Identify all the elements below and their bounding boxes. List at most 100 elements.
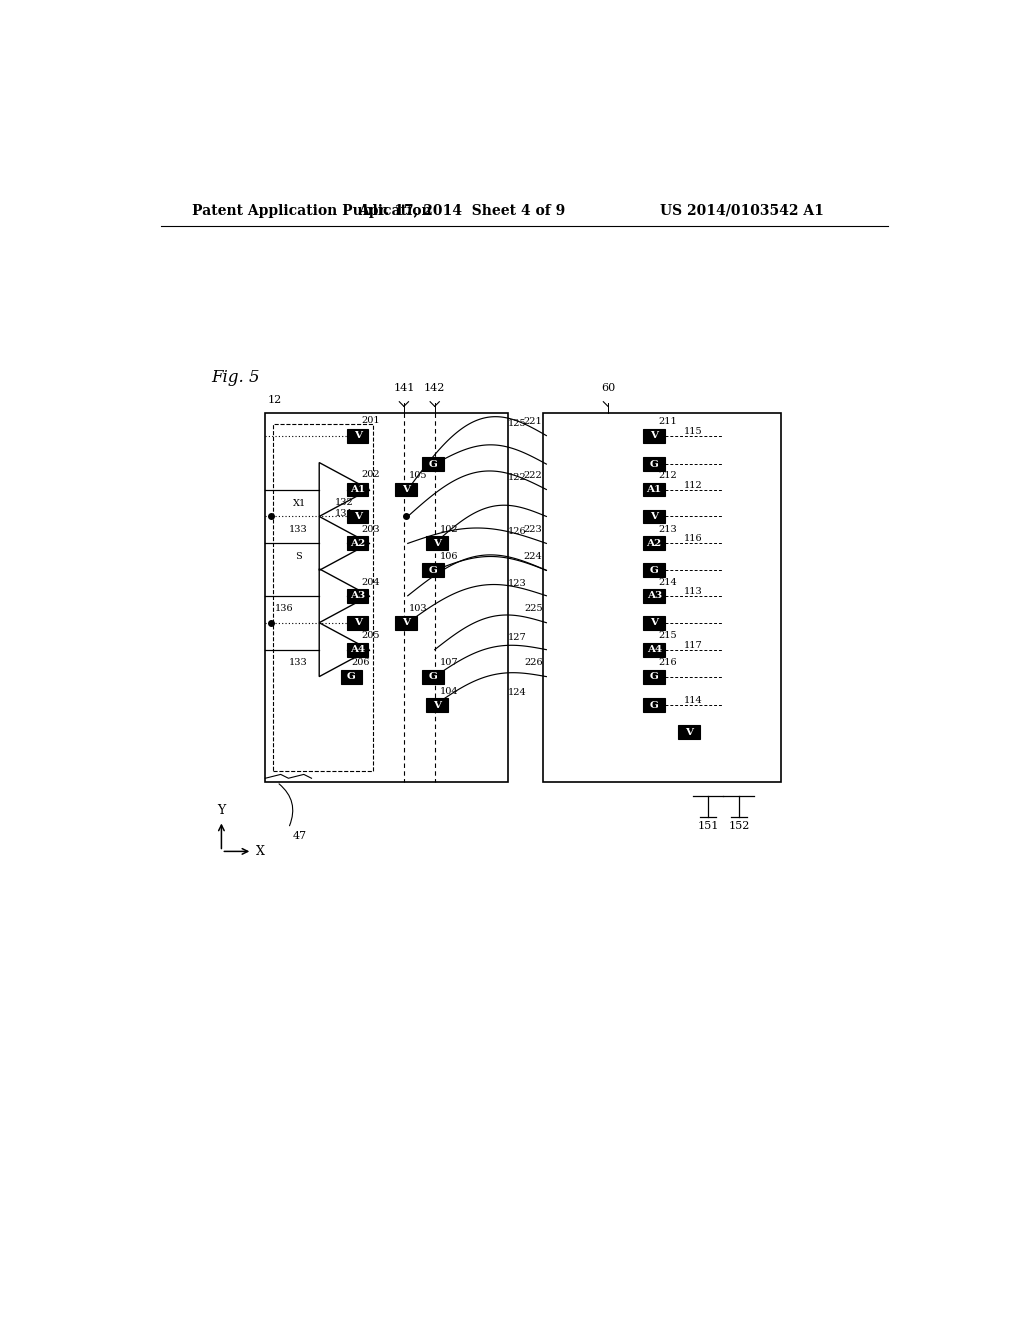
Text: 112: 112 — [683, 480, 702, 490]
Text: A1: A1 — [350, 484, 366, 494]
Bar — [395, 483, 417, 496]
Bar — [273, 424, 373, 771]
Text: V: V — [650, 432, 658, 440]
Text: 133: 133 — [289, 525, 308, 533]
Text: Patent Application Publication: Patent Application Publication — [193, 203, 432, 218]
Bar — [422, 669, 444, 684]
Text: V: V — [433, 701, 441, 710]
Bar — [643, 564, 665, 577]
Text: 211: 211 — [658, 417, 677, 426]
Text: 133: 133 — [289, 659, 308, 667]
Text: 214: 214 — [658, 578, 677, 586]
Text: G: G — [429, 566, 437, 574]
Bar — [426, 536, 447, 550]
Bar — [643, 510, 665, 524]
Text: 221: 221 — [523, 417, 543, 426]
Text: 12: 12 — [267, 395, 282, 405]
Text: V: V — [685, 727, 693, 737]
Bar — [347, 536, 369, 550]
Text: 151: 151 — [697, 821, 719, 830]
Text: 152: 152 — [728, 821, 750, 830]
Text: A2: A2 — [350, 539, 366, 548]
Text: X1: X1 — [293, 499, 306, 508]
Text: 226: 226 — [524, 659, 543, 668]
Text: 102: 102 — [439, 525, 458, 535]
Text: V: V — [353, 512, 361, 521]
Bar — [347, 589, 369, 603]
Bar — [643, 615, 665, 630]
Text: US 2014/0103542 A1: US 2014/0103542 A1 — [659, 203, 823, 218]
Text: Y: Y — [217, 804, 225, 817]
Text: 115: 115 — [683, 426, 702, 436]
Text: V: V — [650, 512, 658, 521]
Text: 106: 106 — [439, 552, 458, 561]
Text: G: G — [429, 672, 437, 681]
Bar — [347, 615, 369, 630]
Text: 213: 213 — [658, 525, 677, 535]
Text: 113: 113 — [683, 587, 702, 595]
FancyArrowPatch shape — [279, 784, 293, 826]
Text: A3: A3 — [646, 591, 662, 601]
Text: 104: 104 — [439, 686, 458, 696]
Text: A4: A4 — [646, 645, 662, 655]
Text: V: V — [353, 618, 361, 627]
Text: 224: 224 — [523, 552, 543, 561]
Text: Apr. 17, 2014  Sheet 4 of 9: Apr. 17, 2014 Sheet 4 of 9 — [358, 203, 565, 218]
Text: G: G — [347, 672, 356, 681]
Text: 136: 136 — [275, 605, 294, 614]
Text: V: V — [402, 484, 411, 494]
Bar — [347, 510, 369, 524]
Text: 103: 103 — [409, 605, 427, 614]
Text: 202: 202 — [361, 470, 380, 479]
Text: V: V — [402, 618, 411, 627]
Text: Fig. 5: Fig. 5 — [211, 368, 260, 385]
Text: A3: A3 — [350, 591, 366, 601]
Text: 107: 107 — [439, 659, 458, 668]
Text: 212: 212 — [658, 471, 677, 480]
Text: 131: 131 — [335, 510, 354, 517]
Text: G: G — [429, 459, 437, 469]
Bar — [643, 483, 665, 496]
Text: 206: 206 — [351, 659, 370, 668]
Text: 105: 105 — [409, 471, 427, 480]
Text: 124: 124 — [508, 689, 526, 697]
Text: 132: 132 — [335, 498, 354, 507]
Bar — [422, 564, 444, 577]
Text: A4: A4 — [350, 645, 366, 655]
Text: 127: 127 — [508, 634, 526, 642]
Bar — [265, 413, 508, 781]
Text: 114: 114 — [683, 696, 702, 705]
Bar — [422, 457, 444, 471]
Bar — [426, 698, 447, 711]
Text: V: V — [433, 539, 441, 548]
Text: 215: 215 — [658, 631, 677, 640]
Text: 222: 222 — [523, 471, 543, 480]
Bar — [543, 413, 781, 781]
Text: 60: 60 — [601, 383, 615, 393]
Bar — [347, 643, 369, 656]
Bar — [347, 429, 369, 442]
Bar — [341, 669, 362, 684]
Text: G: G — [649, 701, 658, 710]
Bar — [395, 615, 417, 630]
Text: 216: 216 — [658, 659, 677, 668]
Text: 126: 126 — [508, 527, 526, 536]
Text: 201: 201 — [361, 416, 380, 425]
Text: 223: 223 — [523, 525, 543, 535]
Text: 142: 142 — [424, 383, 445, 393]
Bar — [643, 457, 665, 471]
Text: 204: 204 — [361, 578, 380, 586]
Bar — [347, 483, 369, 496]
Text: 123: 123 — [508, 579, 526, 589]
Bar — [643, 589, 665, 603]
Text: 47: 47 — [292, 832, 306, 841]
Text: 117: 117 — [683, 640, 702, 649]
Text: 203: 203 — [361, 525, 380, 535]
Text: V: V — [353, 432, 361, 440]
Text: S: S — [295, 552, 302, 561]
Text: V: V — [650, 618, 658, 627]
Text: 205: 205 — [361, 631, 380, 640]
Text: A2: A2 — [646, 539, 662, 548]
Text: X: X — [256, 845, 265, 858]
Text: 141: 141 — [393, 383, 415, 393]
